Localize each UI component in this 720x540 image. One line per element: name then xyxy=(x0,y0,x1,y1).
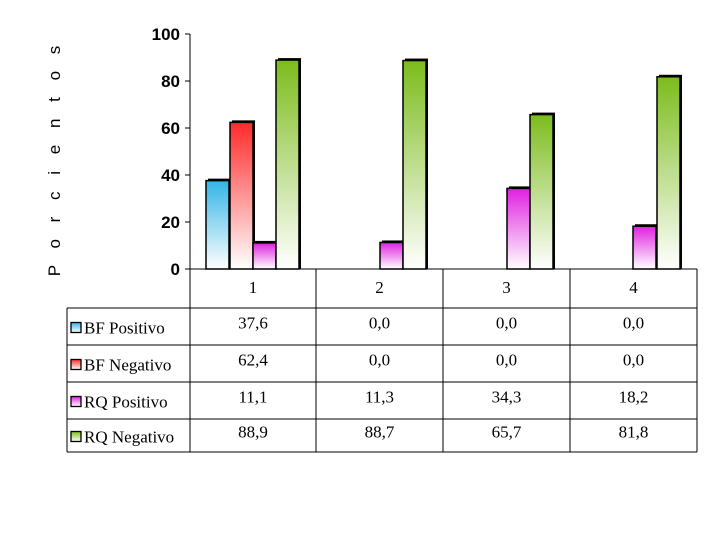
bars-group xyxy=(205,58,682,270)
bar-3-3 xyxy=(656,76,681,270)
data-cell: 0,0 xyxy=(496,314,517,333)
legend-label: RQ Positivo xyxy=(84,393,168,412)
y-tick-label: 20 xyxy=(161,213,180,232)
legend-swatch xyxy=(70,358,82,371)
data-cell: 18,2 xyxy=(619,388,649,407)
bar-2-0 xyxy=(252,242,277,270)
y-tick-label: 40 xyxy=(161,166,180,185)
data-cell: 0,0 xyxy=(623,351,644,370)
y-tick-label: 60 xyxy=(161,119,180,138)
bar-3-0 xyxy=(275,59,300,270)
data-cell: 88,9 xyxy=(238,423,268,442)
data-cell: 11,1 xyxy=(238,388,267,407)
legend-swatch xyxy=(70,321,82,334)
data-cell: 37,6 xyxy=(238,314,268,333)
data-cell: 0,0 xyxy=(496,351,517,370)
bar-2-1 xyxy=(379,241,404,270)
category-label: 4 xyxy=(629,278,638,297)
y-tick-label: 80 xyxy=(161,72,180,91)
legend-label: BF Positivo xyxy=(84,319,165,338)
data-cell: 0,0 xyxy=(623,314,644,333)
bar-1-0 xyxy=(229,121,254,270)
category-label: 1 xyxy=(249,278,258,297)
category-label: 2 xyxy=(375,278,384,297)
category-label: 3 xyxy=(502,278,511,297)
data-cell: 0,0 xyxy=(369,351,390,370)
data-cell: 65,7 xyxy=(492,423,522,442)
data-table: 1 2 3 4 BF Positivo 37,6 0,0 0,0 0,0 BF Negativo 6… xyxy=(66,268,698,453)
legend-label: RQ Negativo xyxy=(84,428,174,447)
data-cell: 0,0 xyxy=(369,314,390,333)
y-axis-label: P o r c i e n t o s xyxy=(45,40,64,277)
data-cell: 62,4 xyxy=(238,351,268,370)
data-cell: 34,3 xyxy=(492,388,522,407)
y-axis: 0 20 40 60 80 100 xyxy=(152,25,191,279)
legend-label: BF Negativo xyxy=(84,356,171,375)
bar-2-2 xyxy=(506,187,531,270)
bar-2-3 xyxy=(632,225,657,270)
data-cell: 81,8 xyxy=(619,423,649,442)
y-tick-label: 100 xyxy=(152,25,180,44)
bar-3-2 xyxy=(529,113,554,270)
data-cell: 88,7 xyxy=(365,423,395,442)
bar-3-1 xyxy=(402,59,427,270)
data-cell: 11,3 xyxy=(365,388,394,407)
legend-swatch xyxy=(70,395,82,408)
legend-swatch xyxy=(70,430,82,443)
bar-0-0 xyxy=(205,179,230,270)
y-tick-label: 0 xyxy=(171,260,180,279)
